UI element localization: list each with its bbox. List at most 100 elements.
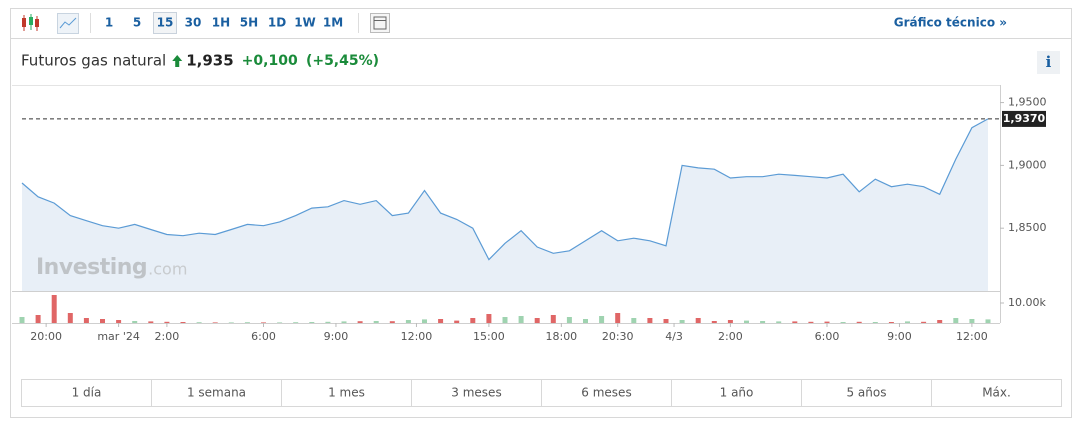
interval-button[interactable]: 1D bbox=[268, 16, 286, 30]
y-tick-label: 1,9500 bbox=[1008, 96, 1047, 109]
volume-bar bbox=[792, 321, 798, 323]
volume-bar bbox=[921, 321, 927, 323]
volume-bar bbox=[309, 322, 315, 323]
volume-bar bbox=[744, 320, 749, 323]
volume-bar bbox=[438, 319, 444, 323]
info-button[interactable] bbox=[1037, 51, 1060, 74]
x-tick-label: 4/3 bbox=[665, 330, 683, 343]
volume-bar bbox=[180, 322, 186, 323]
settings-icon[interactable] bbox=[370, 13, 390, 33]
volume-bar bbox=[325, 321, 331, 323]
volume-bar bbox=[100, 319, 105, 323]
range-label[interactable]: 6 meses bbox=[581, 386, 631, 400]
up-arrow bbox=[172, 55, 183, 67]
x-tick-label: 2:00 bbox=[155, 330, 180, 343]
technical-chart-link[interactable]: Gráfico técnico » bbox=[894, 16, 1007, 30]
volume-bar bbox=[341, 321, 347, 323]
x-tick-label: 9:00 bbox=[324, 330, 349, 343]
volume-bar bbox=[83, 318, 89, 323]
watermark-brand: Investing bbox=[36, 255, 147, 280]
volume-bar bbox=[422, 319, 427, 323]
y-tick-label: 1,9000 bbox=[1008, 158, 1047, 171]
last-price-label: 1,9370 bbox=[1003, 112, 1046, 125]
interval-button[interactable]: 30 bbox=[185, 16, 202, 30]
range-button[interactable] bbox=[151, 379, 282, 407]
area-icon[interactable] bbox=[57, 13, 79, 34]
volume-bar bbox=[67, 313, 73, 323]
volume-bar bbox=[888, 322, 894, 323]
volume-bar bbox=[51, 295, 57, 323]
range-label[interactable]: 1 día bbox=[72, 386, 102, 400]
y2-tick-label: 10.00k bbox=[1008, 296, 1046, 309]
x-tick-label: mar '24 bbox=[97, 330, 140, 343]
volume-bar bbox=[647, 318, 653, 323]
volume-bar bbox=[502, 317, 508, 323]
volume-bar bbox=[244, 322, 250, 323]
volume-bar bbox=[454, 320, 460, 323]
volume-bar bbox=[293, 322, 299, 323]
volume-bar bbox=[19, 317, 25, 323]
info-icon[interactable]: i bbox=[1046, 53, 1052, 71]
interval-button[interactable]: 1 bbox=[105, 16, 113, 30]
volume-bar bbox=[486, 314, 492, 323]
volume-bar bbox=[937, 320, 943, 323]
interval-button[interactable]: 15 bbox=[157, 16, 174, 30]
range-button[interactable] bbox=[411, 379, 542, 407]
x-tick-label: 15:00 bbox=[473, 330, 505, 343]
range-label[interactable]: 1 semana bbox=[187, 386, 246, 400]
range-button[interactable] bbox=[801, 379, 932, 407]
volume-bar bbox=[727, 320, 733, 323]
volume-bar bbox=[357, 321, 363, 323]
interval-button[interactable]: 1H bbox=[212, 16, 230, 30]
interval-button[interactable]: 5H bbox=[240, 16, 258, 30]
volume-bar bbox=[856, 321, 862, 323]
volume-bar bbox=[196, 322, 202, 323]
volume-bar bbox=[373, 321, 379, 323]
candle-icon[interactable] bbox=[22, 14, 39, 31]
interval-button[interactable]: 1M bbox=[323, 16, 343, 30]
range-label[interactable]: 1 año bbox=[720, 386, 754, 400]
y-tick-label: 1,8500 bbox=[1008, 221, 1047, 234]
volume-bar bbox=[212, 322, 218, 323]
range-label[interactable]: 1 mes bbox=[328, 386, 365, 400]
range-button[interactable] bbox=[541, 379, 672, 407]
price: 1,935 bbox=[186, 52, 233, 70]
volume-bar bbox=[116, 320, 122, 323]
interval-selected[interactable] bbox=[153, 12, 177, 34]
volume-bar bbox=[405, 320, 411, 323]
volume-bar bbox=[663, 319, 669, 323]
last-price-box bbox=[1002, 110, 1046, 127]
volume-bar bbox=[599, 316, 605, 323]
volume-bar bbox=[776, 321, 782, 323]
change-percent: (+5,45%) bbox=[306, 53, 379, 69]
price-area bbox=[22, 118, 988, 292]
volume-bar bbox=[132, 321, 138, 323]
x-tick-label: 6:00 bbox=[251, 330, 276, 343]
x-tick-label: 6:00 bbox=[815, 330, 840, 343]
instrument-name: Futuros gas natural bbox=[21, 52, 166, 70]
volume-bar bbox=[389, 321, 395, 323]
change: +0,100 bbox=[242, 53, 298, 69]
range-label[interactable]: 5 años bbox=[846, 386, 886, 400]
range-label[interactable]: 3 meses bbox=[451, 386, 501, 400]
interval-button[interactable]: 5 bbox=[133, 16, 141, 30]
range-button[interactable] bbox=[21, 379, 152, 407]
volume-bar bbox=[695, 318, 701, 323]
volume-bar bbox=[518, 316, 524, 323]
range-button[interactable] bbox=[931, 379, 1062, 407]
volume-bar bbox=[760, 321, 766, 323]
range-button[interactable] bbox=[671, 379, 802, 407]
volume-bar bbox=[840, 322, 846, 323]
interval-button[interactable]: 1W bbox=[294, 16, 316, 30]
volume-bar bbox=[953, 318, 959, 323]
volume-bar bbox=[905, 321, 910, 323]
volume-bar bbox=[228, 322, 234, 323]
volume-bar bbox=[566, 317, 572, 323]
range-label[interactable]: Máx. bbox=[982, 386, 1011, 400]
volume-bar bbox=[711, 321, 717, 323]
volume-bar bbox=[164, 321, 170, 323]
volume-bar bbox=[872, 322, 878, 323]
volume-bar bbox=[261, 322, 266, 323]
x-tick-label: 20:30 bbox=[602, 330, 634, 343]
